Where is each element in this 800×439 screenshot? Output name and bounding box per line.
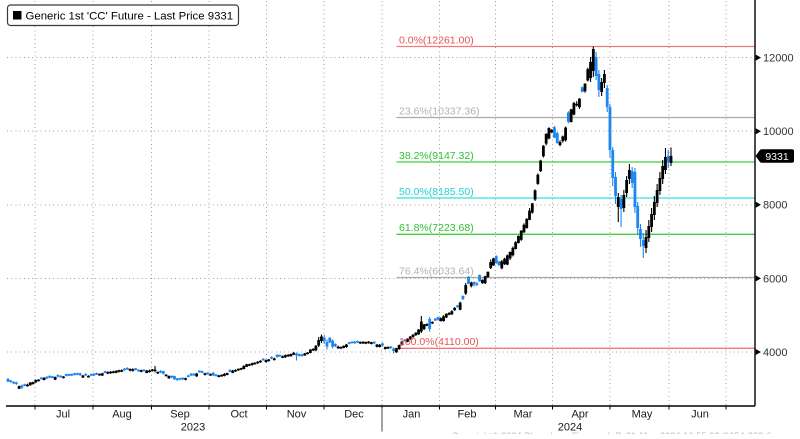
svg-text:Dec: Dec: [344, 409, 364, 421]
svg-text:Jan: Jan: [403, 409, 421, 421]
svg-text:Jul: Jul: [56, 409, 70, 421]
svg-text:Copyright© 2024 Bloomberg Fina: Copyright© 2024 Bloomberg Finance L.P. 3…: [452, 431, 772, 434]
svg-text:50.0%(8185.50): 50.0%(8185.50): [399, 186, 474, 198]
svg-text:76.4%(6033.64): 76.4%(6033.64): [399, 265, 474, 277]
svg-text:Mar: Mar: [514, 409, 533, 421]
svg-text:38.2%(9147.32): 38.2%(9147.32): [399, 150, 474, 162]
svg-text:0.0%(12261.00): 0.0%(12261.00): [399, 34, 474, 46]
svg-text:61.8%(7223.68): 61.8%(7223.68): [399, 222, 474, 234]
svg-text:May: May: [632, 409, 653, 421]
svg-text:Jun: Jun: [691, 409, 709, 421]
svg-text:9331: 9331: [765, 151, 789, 163]
svg-text:100.0%(4110.00): 100.0%(4110.00): [399, 336, 479, 348]
svg-text:2023: 2023: [181, 422, 205, 434]
svg-text:Oct: Oct: [230, 409, 247, 421]
svg-text:6000: 6000: [763, 273, 787, 285]
svg-text:Feb: Feb: [458, 409, 477, 421]
svg-text:8000: 8000: [763, 200, 787, 212]
svg-text:10000: 10000: [763, 126, 794, 138]
svg-text:Generic 1st 'CC' Future - Last: Generic 1st 'CC' Future - Last Price 933…: [26, 10, 234, 22]
svg-text:Aug: Aug: [112, 409, 132, 421]
svg-text:Apr: Apr: [571, 409, 588, 421]
svg-text:23.6%(10337.36): 23.6%(10337.36): [399, 105, 480, 117]
svg-text:Sep: Sep: [170, 409, 190, 421]
svg-text:2024: 2024: [558, 422, 582, 434]
svg-text:4000: 4000: [763, 347, 787, 359]
svg-text:12000: 12000: [763, 53, 794, 65]
svg-text:Nov: Nov: [287, 409, 307, 421]
